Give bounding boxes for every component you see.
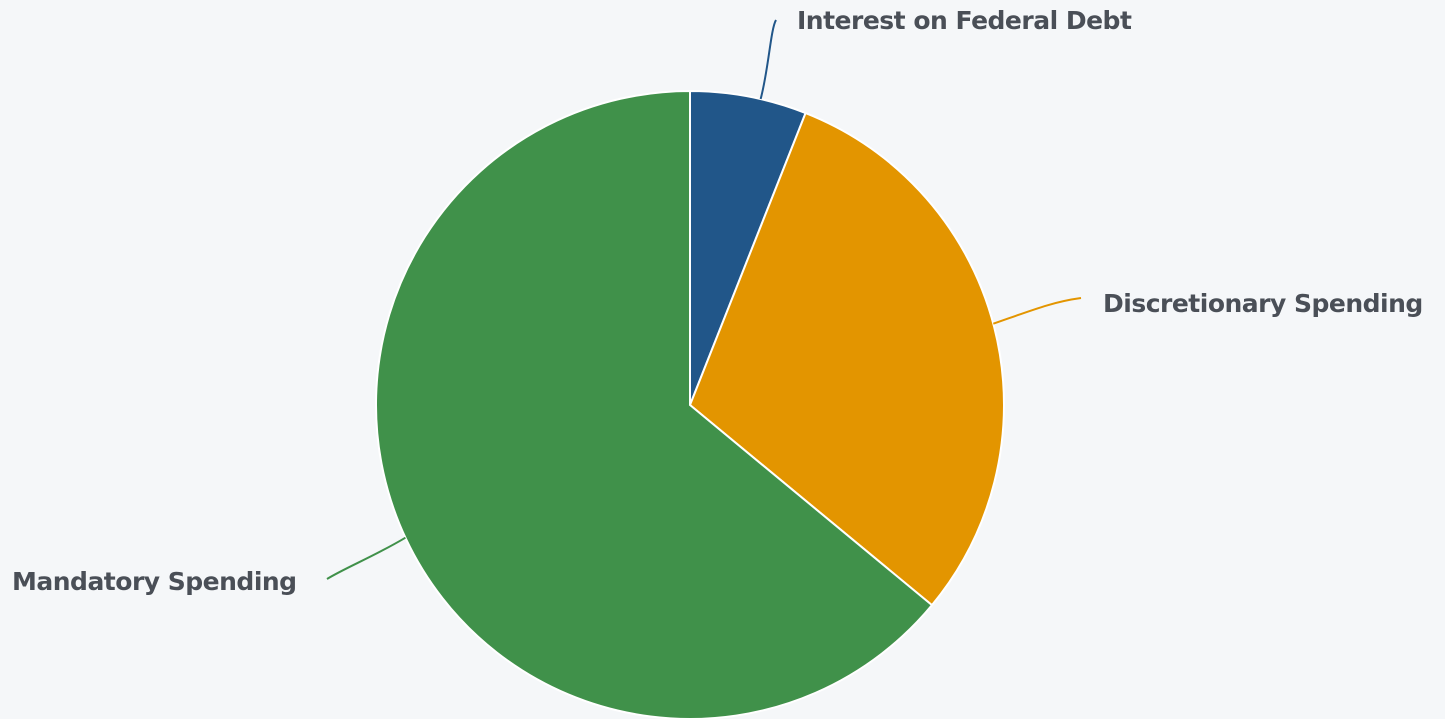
pie-slice-interest-on-federal-debt[interactable] (689, 89, 807, 406)
label-interest-on-federal-debt: Interest on Federal Debt (797, 6, 1132, 35)
pie-slice-mandatory-spending[interactable] (375, 89, 934, 719)
connector-discretionary-spending (992, 297, 1082, 325)
pie-slice-discretionary-spending[interactable] (688, 111, 1005, 607)
label-mandatory-spending: Mandatory Spending (12, 567, 297, 596)
connector-interest-on-federal-debt (759, 19, 777, 100)
label-connectors (326, 19, 1082, 580)
pie-slices (375, 89, 1005, 719)
label-discretionary-spending: Discretionary Spending (1103, 289, 1423, 318)
connector-mandatory-spending (326, 536, 406, 580)
slice-labels: Interest on Federal Debt Discretionary Sp… (12, 6, 1423, 596)
